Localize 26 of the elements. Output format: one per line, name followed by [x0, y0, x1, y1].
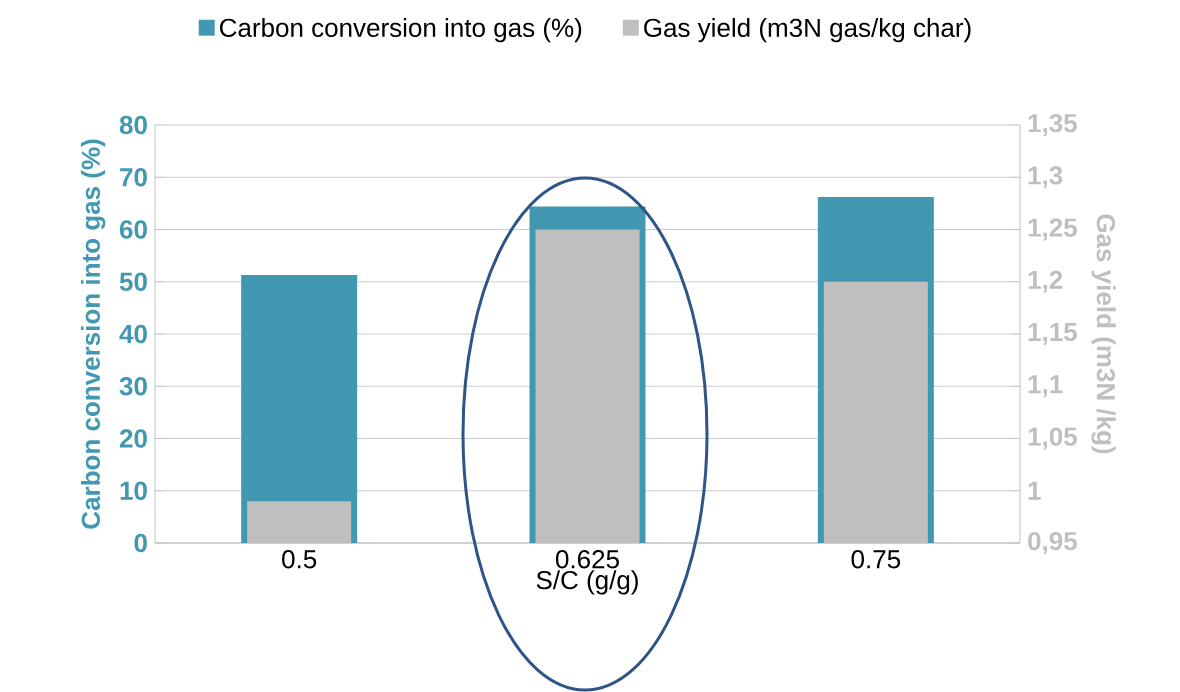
x-tick-label: 0.5 [282, 550, 317, 569]
y-tick-label: 0 [134, 533, 147, 553]
y-axis-title: Carbon conversion into gas (%) [80, 139, 106, 529]
y2-tick-label: 1,3 [1028, 166, 1063, 189]
y-tick-label: 10 [120, 481, 147, 500]
y-tick-label: 30 [119, 377, 147, 396]
y2-tick-label: 1,35 [1028, 113, 1077, 137]
x-tick-label: 0.75 [851, 550, 901, 569]
y2-tick-label: 0,95 [1028, 531, 1077, 555]
y2-axis-title: Gas yield (m3N /kg) [1091, 214, 1116, 454]
y2-tick-label: 1,25 [1028, 218, 1077, 241]
y2-tick-label: 1 [1028, 481, 1041, 500]
y-tick-label: 50 [119, 272, 147, 291]
legend-label: Gas yield (m3N gas/kg char) [644, 17, 971, 43]
y2-tick-label: 1,05 [1028, 427, 1077, 450]
y2-tick-label: 1,15 [1028, 323, 1077, 345]
y-tick-label: 60 [119, 220, 147, 239]
x-tick-label: 0.625 [555, 550, 619, 569]
y-tick-label: 80 [119, 115, 147, 135]
y-tick-label: 20 [119, 429, 147, 448]
legend-label: Carbon conversion into gas (%) [220, 17, 582, 43]
y-tick-label: 70 [120, 168, 147, 187]
y2-tick-label: 1,1 [1028, 375, 1063, 398]
y2-tick-label: 1,2 [1028, 270, 1063, 293]
y-tick-label: 40 [119, 324, 147, 344]
x-axis-title: S/C (g/g) [536, 570, 638, 595]
